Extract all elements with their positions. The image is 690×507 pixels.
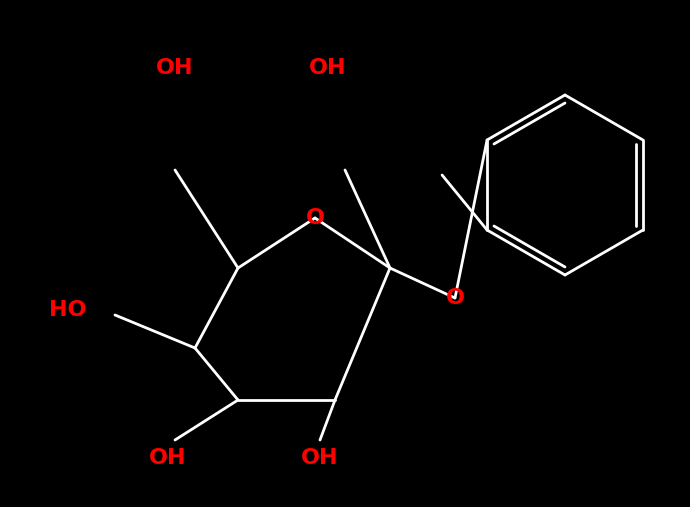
Text: O: O: [306, 208, 324, 228]
Text: OH: OH: [149, 448, 187, 468]
Text: O: O: [446, 288, 464, 308]
Text: OH: OH: [302, 448, 339, 468]
Text: OH: OH: [156, 58, 194, 78]
Text: HO: HO: [49, 300, 87, 320]
Text: OH: OH: [309, 58, 347, 78]
